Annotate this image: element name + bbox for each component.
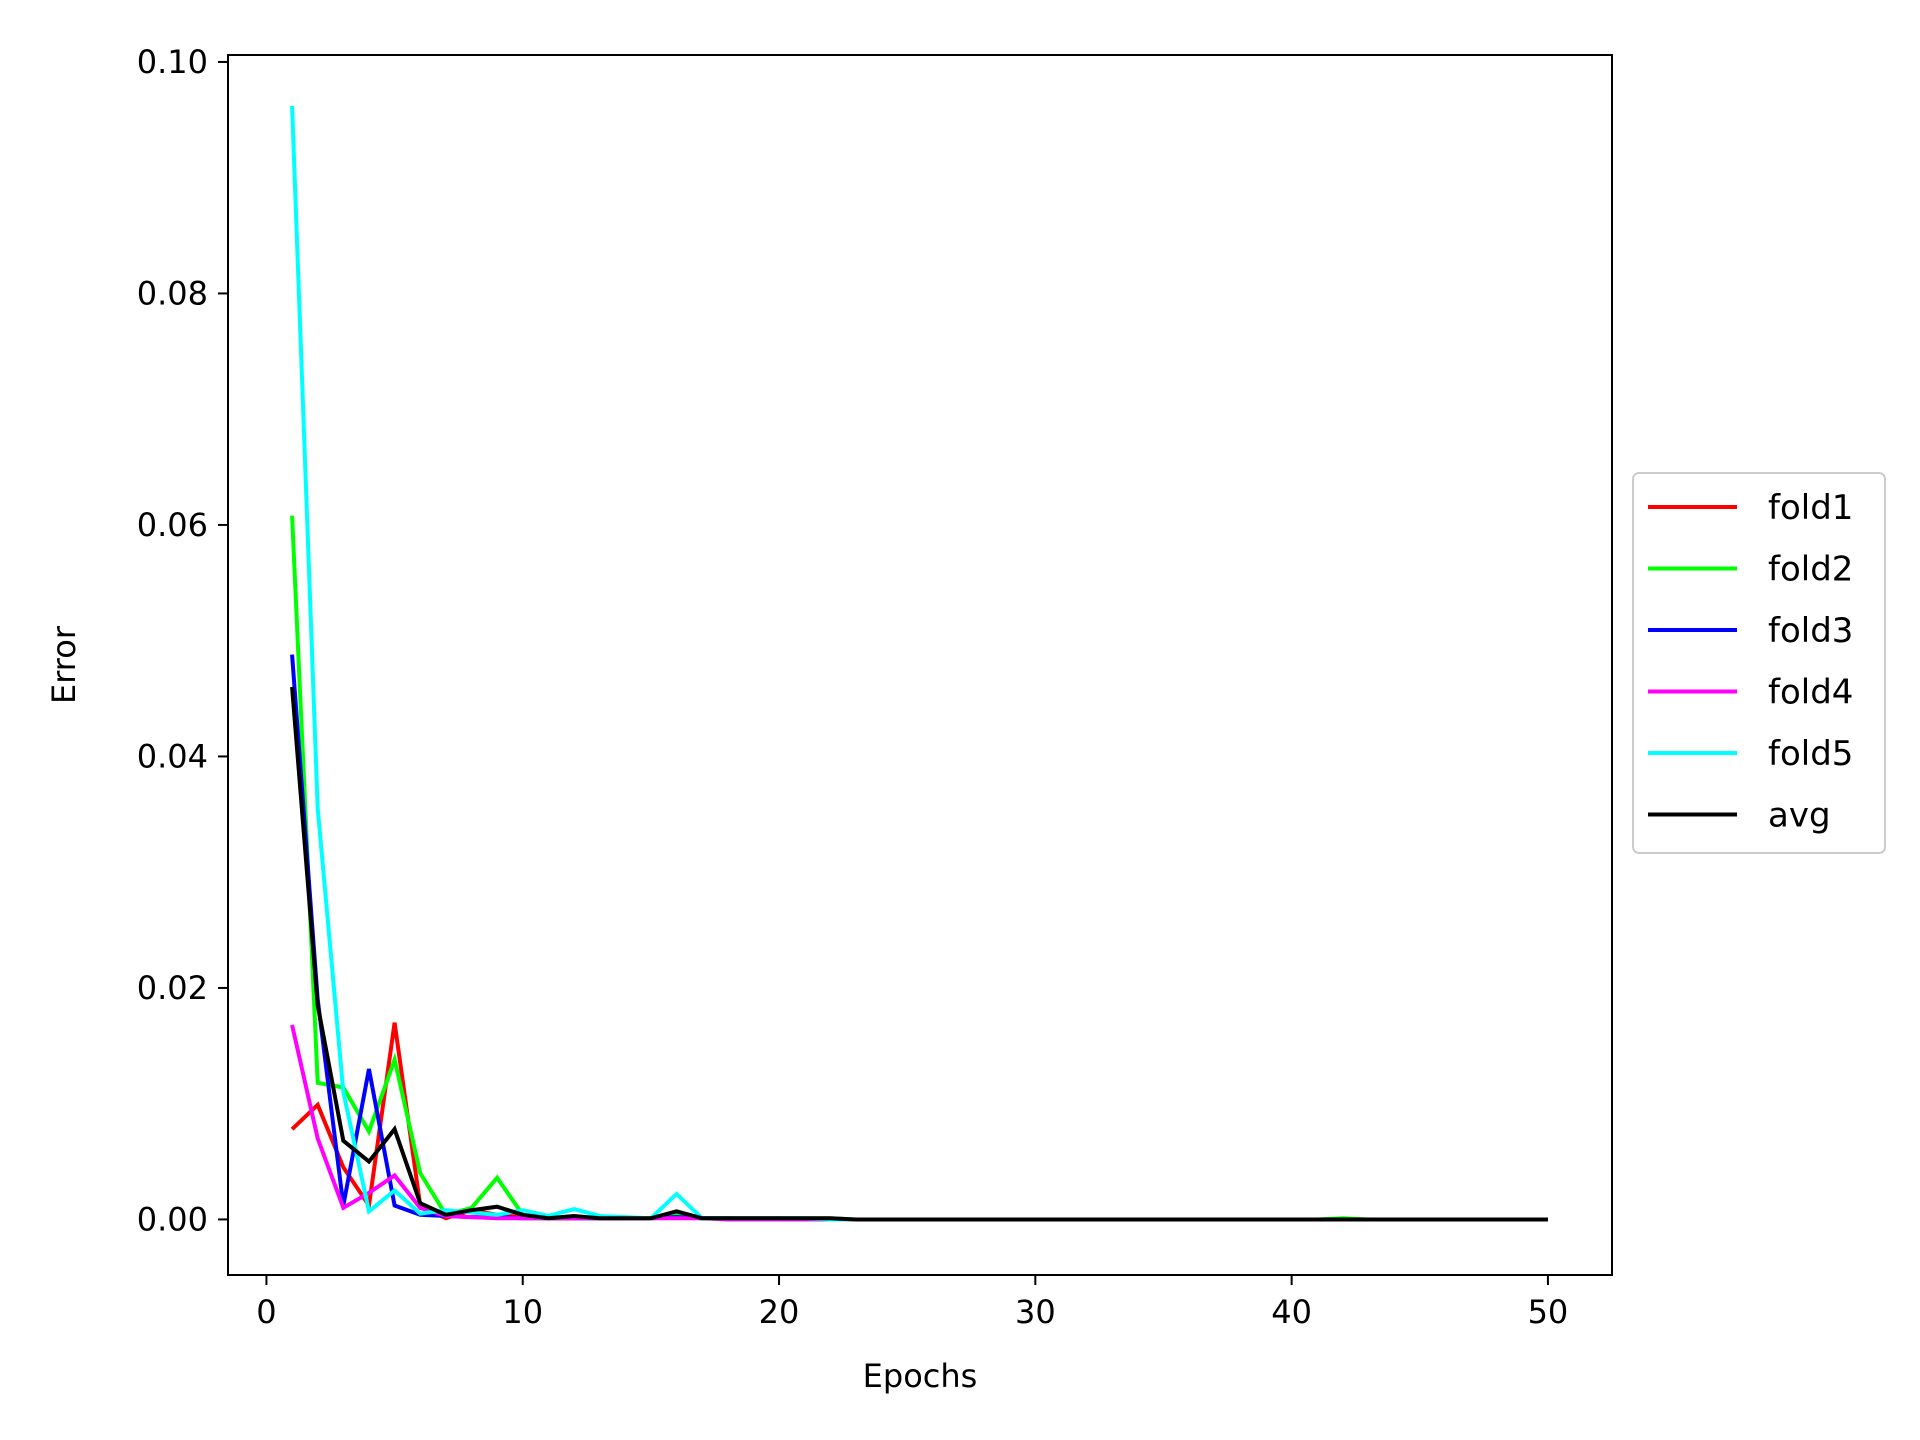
x-tick-label: 40 bbox=[1271, 1293, 1312, 1331]
x-tick-label: 0 bbox=[256, 1293, 276, 1331]
x-tick-label: 20 bbox=[759, 1293, 800, 1331]
x-axis-label: Epochs bbox=[863, 1357, 978, 1395]
y-tick-label: 0.00 bbox=[137, 1200, 208, 1238]
series-line-avg bbox=[290, 686, 1548, 1222]
legend-label-fold4: fold4 bbox=[1768, 673, 1853, 713]
y-tick-label: 0.08 bbox=[137, 274, 208, 312]
y-tick-label: 0.10 bbox=[137, 43, 208, 81]
series-line-fold5 bbox=[290, 105, 1548, 1222]
legend: fold1 fold2 fold3 fold4 fold5 avg bbox=[1632, 472, 1886, 854]
series-line-fold1 bbox=[290, 1022, 1548, 1222]
legend-label-fold2: fold2 bbox=[1768, 550, 1853, 590]
x-tick-label: 50 bbox=[1528, 1293, 1569, 1331]
x-tick-label: 10 bbox=[502, 1293, 543, 1331]
y-tick-label: 0.06 bbox=[137, 506, 208, 544]
series-line-fold4 bbox=[290, 1024, 1548, 1222]
y-axis-ticks: 0.00 0.02 0.04 0.06 0.08 0.10 bbox=[137, 43, 228, 1238]
axes-frame bbox=[227, 54, 1613, 1276]
legend-label-fold5: fold5 bbox=[1768, 734, 1853, 774]
legend-label-fold1: fold1 bbox=[1768, 488, 1853, 528]
x-axis-ticks: 0 10 20 30 40 50 bbox=[256, 1275, 1568, 1331]
y-axis-label: Error bbox=[45, 625, 83, 704]
legend-box bbox=[1632, 472, 1886, 854]
series-line-fold2 bbox=[290, 515, 1548, 1222]
y-tick-label: 0.02 bbox=[137, 969, 208, 1007]
y-tick-label: 0.04 bbox=[137, 737, 208, 775]
legend-label-avg: avg bbox=[1768, 796, 1831, 836]
x-tick-label: 30 bbox=[1015, 1293, 1056, 1331]
legend-label-fold3: fold3 bbox=[1768, 611, 1853, 651]
series-line-fold3 bbox=[290, 654, 1548, 1222]
series-lines bbox=[290, 105, 1548, 1222]
